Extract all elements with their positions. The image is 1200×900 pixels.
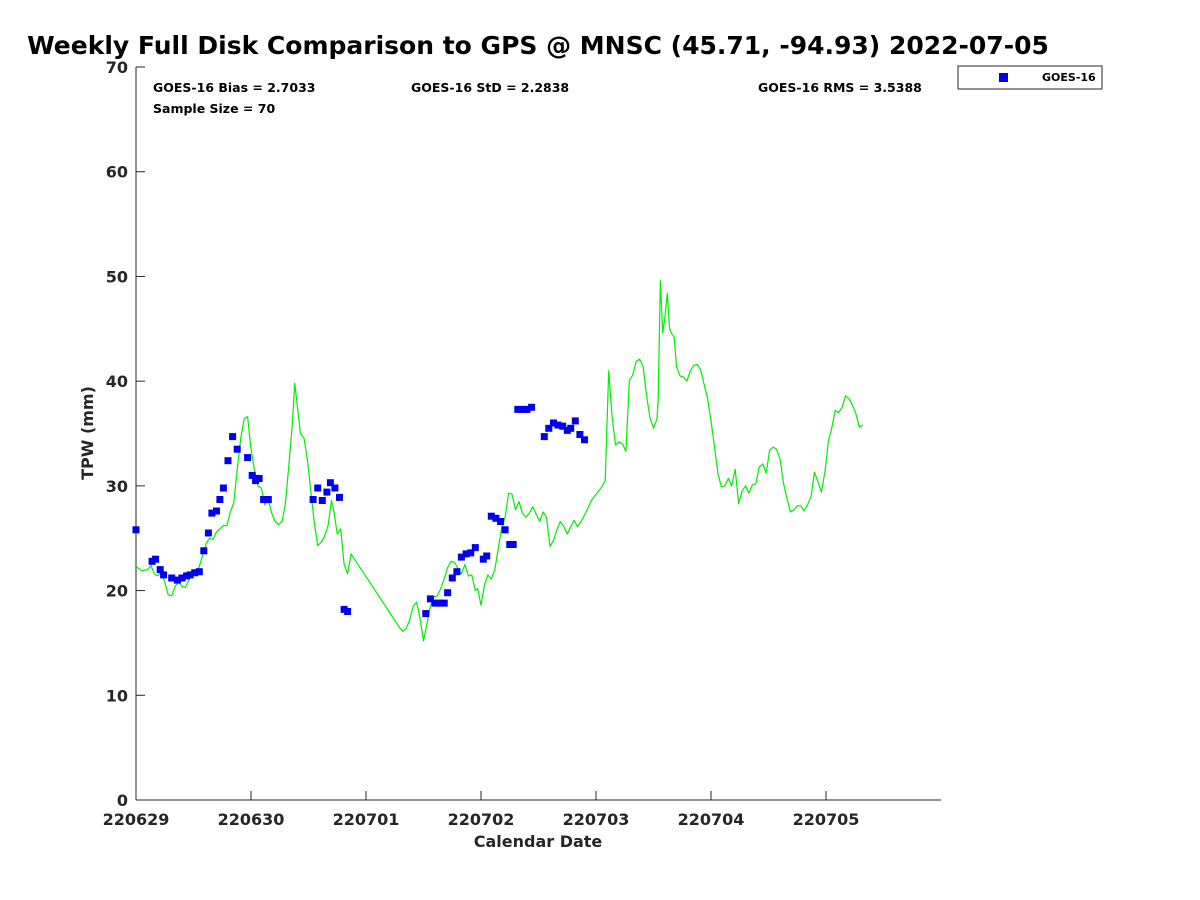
goes-16-point <box>168 574 176 582</box>
plot-area <box>136 67 941 800</box>
goes-16-point <box>471 544 479 552</box>
goes-16-point <box>497 518 505 525</box>
goes-16-point <box>514 405 522 413</box>
goes-16-point <box>314 484 322 492</box>
goes-16-point <box>576 431 584 438</box>
goes-16-point <box>216 496 224 503</box>
goes-16-point <box>229 433 237 441</box>
goes-16-point <box>186 571 194 579</box>
goes-16-point <box>132 526 140 534</box>
goes-16-point <box>318 497 326 504</box>
goes-16-point <box>173 576 181 584</box>
goes-16-point <box>191 569 199 577</box>
goes-16-point <box>581 436 588 444</box>
goes-16-point <box>422 610 430 618</box>
goes-16-point <box>467 549 475 557</box>
goes-16-point <box>444 589 452 597</box>
goes-16-point <box>571 417 579 425</box>
goes-16-point <box>523 405 531 413</box>
goes-16-point <box>204 529 212 537</box>
x-tick-label: 220703 <box>563 810 630 829</box>
y-tick-label: 60 <box>106 163 128 182</box>
y-tick-label: 70 <box>106 58 128 77</box>
goes-16-point <box>219 484 227 492</box>
x-tick-label: 220629 <box>103 810 170 829</box>
goes-16-point <box>255 475 263 482</box>
goes-16-point <box>344 608 352 615</box>
legend: GOES-16 <box>957 65 1103 90</box>
chart-title: Weekly Full Disk Comparison to GPS @ MNS… <box>27 31 1049 60</box>
x-tick-label: 220704 <box>678 810 745 829</box>
goes-16-point <box>509 541 517 548</box>
x-tick-label: 220630 <box>218 810 285 829</box>
goes-16-point <box>156 566 164 574</box>
goes-16-point <box>431 599 439 607</box>
goes-16-point <box>540 433 548 441</box>
legend-marker-goes-16 <box>999 73 1008 82</box>
goes-16-point <box>518 405 526 413</box>
stat-bias: GOES-16 Bias = 2.7033 <box>153 80 315 95</box>
goes-16-point <box>483 552 491 560</box>
goes-16-point <box>160 571 168 579</box>
stat-std: GOES-16 StD = 2.2838 <box>411 80 569 95</box>
goes-16-point <box>208 509 216 517</box>
y-tick-label: 0 <box>117 791 128 810</box>
goes-16-point <box>550 419 557 427</box>
goes-16-point <box>567 424 575 432</box>
goes-16-point <box>200 547 208 555</box>
y-tick-label: 20 <box>106 582 128 601</box>
goes-16-point <box>326 479 334 487</box>
goes-16-point <box>260 496 268 503</box>
goes-16-point <box>554 421 562 429</box>
goes-16-point <box>545 424 553 432</box>
goes-16-point <box>195 568 203 576</box>
x-axis-ticks: 220629 220630 220701 220702 220703 220704 2207… <box>103 791 860 829</box>
goes-16-point <box>152 555 160 563</box>
goes-16-point <box>331 484 339 492</box>
goes-16-point <box>559 422 567 430</box>
goes-16-point <box>492 514 500 522</box>
y-axis-ticks: 0 10 20 30 40 50 60 70 <box>106 58 145 810</box>
goes-16-point <box>487 512 495 520</box>
goes-16-point <box>244 454 252 462</box>
y-axis-label: TPW (mm) <box>78 386 97 480</box>
goes-16-point <box>528 403 536 411</box>
goes-16-point <box>224 457 232 465</box>
x-axis-label: Calendar Date <box>474 832 603 851</box>
goes-16-point <box>336 493 343 501</box>
y-tick-label: 50 <box>106 267 128 286</box>
goes-16-point <box>453 568 461 576</box>
goes-16-point <box>178 574 186 582</box>
goes-16-points <box>132 403 588 618</box>
goes-16-point <box>264 496 272 503</box>
goes-16-point <box>248 471 256 479</box>
y-tick-label: 40 <box>106 372 128 391</box>
goes-16-point <box>233 445 241 453</box>
x-tick-label: 220702 <box>448 810 515 829</box>
goes-16-point <box>323 488 331 496</box>
x-tick-label: 220701 <box>333 810 400 829</box>
y-tick-label: 30 <box>106 477 128 496</box>
goes-16-point <box>440 599 448 607</box>
stat-rms: GOES-16 RMS = 3.5388 <box>758 80 922 95</box>
stat-sample-size: Sample Size = 70 <box>153 101 275 116</box>
goes-16-point <box>501 526 509 534</box>
goes-16-point <box>213 507 220 515</box>
goes-16-point <box>426 595 434 603</box>
goes-16-point <box>436 599 444 607</box>
goes-16-point <box>448 574 456 582</box>
legend-label-goes-16: GOES-16 <box>1042 71 1096 84</box>
y-tick-label: 10 <box>106 686 128 705</box>
x-tick-label: 220705 <box>793 810 860 829</box>
legend-box <box>957 65 1103 90</box>
goes-16-point <box>457 553 465 561</box>
goes-16-point <box>462 550 470 558</box>
goes-16-point <box>309 496 317 503</box>
